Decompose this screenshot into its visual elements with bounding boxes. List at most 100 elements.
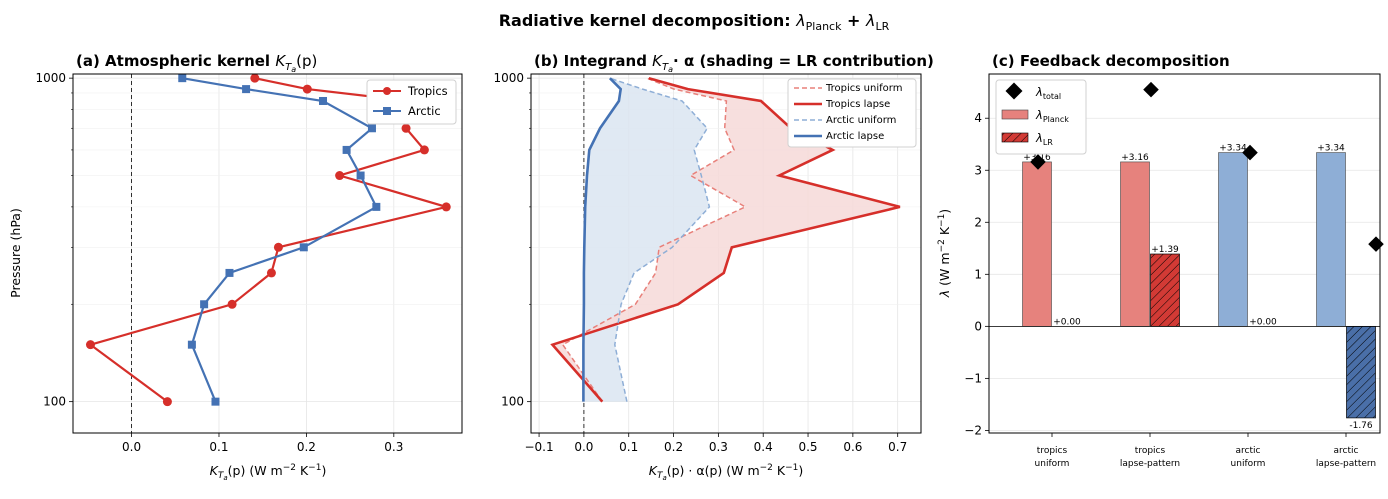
data-point [401, 123, 411, 133]
data-point [187, 340, 196, 349]
panel-a-grid [73, 74, 462, 433]
category-label: uniform [1035, 459, 1070, 469]
data-point [242, 85, 251, 94]
panel-b-series [550, 76, 901, 403]
legend-tropics-uniform: Tropics uniform [825, 83, 902, 94]
x-tick-label: 0.3 [384, 440, 403, 454]
panel-c-bars [1022, 152, 1376, 419]
panel-c-ylabel: λ (W m−2 K−1) [937, 209, 952, 298]
data-point [342, 145, 351, 154]
x-tick-label: 0.2 [664, 440, 683, 454]
series-line-tropics-lapse [550, 76, 901, 403]
data-point [162, 397, 172, 407]
data-point [319, 96, 328, 105]
total-marker [1143, 81, 1159, 98]
y-tick-label: 3 [974, 163, 982, 177]
planck-bar [1120, 161, 1150, 327]
legend-tropics-lapse: Tropics lapse [825, 99, 890, 110]
panel-a-frame [72, 73, 463, 434]
y-tick-label: 1000 [35, 71, 66, 85]
x-tick-label: 0.1 [619, 440, 638, 454]
x-tick-label: 0.5 [798, 440, 817, 454]
total-marker [1368, 236, 1384, 252]
panel-a-series [85, 74, 451, 407]
series-line-arctic-uniform [609, 77, 711, 402]
category-label: arctic [1236, 446, 1261, 456]
lr-bar-label: +0.00 [1053, 317, 1081, 327]
data-point [227, 299, 237, 309]
data-point [200, 300, 209, 309]
panel-c-title: (c) Feedback decomposition [992, 52, 1230, 70]
data-point [441, 202, 451, 212]
data-point [302, 84, 312, 94]
y-tick-label: 1000 [493, 71, 524, 85]
data-point [419, 145, 429, 155]
planck-bar-label: +3.16 [1121, 153, 1149, 163]
legend-arctic-lapse: Arctic lapse [826, 131, 884, 142]
planck-bar [1218, 152, 1248, 327]
y-tick-label: 100 [43, 395, 66, 409]
data-point [367, 124, 376, 133]
planck-bar [1316, 152, 1346, 327]
panel-a-xlabel: KTa(p) (W m−2 K−1) [210, 463, 327, 482]
data-point [266, 268, 276, 278]
data-point [356, 171, 365, 180]
x-tick-label: 0.6 [843, 440, 862, 454]
legend-total-marker [1005, 82, 1023, 100]
legend-planck-swatch [1001, 109, 1029, 120]
x-tick-label: 0.0 [574, 440, 593, 454]
legend-tropics-marker [383, 87, 391, 95]
panel-b-frame [530, 73, 922, 434]
panel-a-ylabel: Pressure (hPa) [8, 208, 23, 298]
panel-c-ticks: −2 −1 0 1 2 3 4 tropics uniform tropics lapse-patt… [964, 111, 1376, 469]
panel-b-title: (b) Integrand KTa· α (shading = LR contr… [534, 52, 934, 74]
category-label: uniform [1231, 459, 1266, 469]
panel-a-title: (a) Atmospheric kernel KTa(p) [76, 52, 317, 74]
panel-a-legend: Tropics Arctic [366, 79, 457, 125]
legend-arctic-label: Arctic [408, 104, 441, 118]
panel-b-ticks: −0.1 0.0 0.1 0.2 0.3 0.4 0.5 0.6 0.7 100 1000 [493, 71, 907, 454]
legend-tropics-label: Tropics [407, 84, 448, 98]
series-line-tropics-uniform [561, 77, 747, 403]
lr-bar [1346, 325, 1376, 419]
y-tick-label: 100 [501, 395, 524, 409]
category-label: arctic [1334, 446, 1359, 456]
data-point [335, 171, 345, 181]
data-point [225, 268, 234, 277]
legend-lr-swatch [1001, 132, 1029, 143]
panel-b-xlabel: KTa(p) · α(p) (W m−2 K−1) [649, 463, 804, 482]
series-line-arctic [182, 77, 378, 403]
lr-bar-label: +1.39 [1151, 245, 1179, 255]
series-line-tropics [88, 77, 451, 403]
category-label: tropics [1135, 446, 1166, 456]
data-point [211, 397, 220, 406]
panel-c-legend: λtotal λPlanck λLR [995, 79, 1087, 155]
y-tick-label: 1 [974, 267, 982, 281]
data-point [299, 243, 308, 252]
legend-planck-label: λPlanck [1035, 108, 1069, 124]
total-marker [1030, 154, 1046, 170]
planck-bar [1022, 161, 1052, 327]
data-point [372, 202, 381, 211]
y-tick-label: 4 [974, 111, 982, 125]
data-point [250, 74, 260, 83]
panel-b-legend: Tropics uniform Tropics lapse Arctic uni… [787, 78, 917, 148]
data-point [178, 74, 187, 83]
category-label: lapse-pattern [1120, 459, 1180, 469]
x-tick-label: 0.1 [209, 440, 228, 454]
data-point [85, 340, 95, 350]
panel-a: 0.0 0.1 0.2 0.3 100 1000 (a) Atmospheric kern… [8, 52, 463, 482]
panel-b: −0.1 0.0 0.1 0.2 0.3 0.4 0.5 0.6 0.7 100 1000 (b) … [493, 52, 933, 482]
x-tick-label: 0.7 [888, 440, 907, 454]
total-marker [1242, 144, 1258, 161]
y-tick-label: 0 [974, 319, 982, 333]
lr-bar [1150, 253, 1180, 327]
series-line-arctic-lapse [582, 77, 623, 402]
x-tick-label: 0.2 [297, 440, 316, 454]
x-tick-label: 0.3 [709, 440, 728, 454]
legend-total-label: λtotal [1035, 85, 1061, 101]
legend-arctic-uniform: Arctic uniform [826, 115, 896, 126]
category-label: lapse-pattern [1316, 459, 1376, 469]
data-point [273, 242, 283, 252]
